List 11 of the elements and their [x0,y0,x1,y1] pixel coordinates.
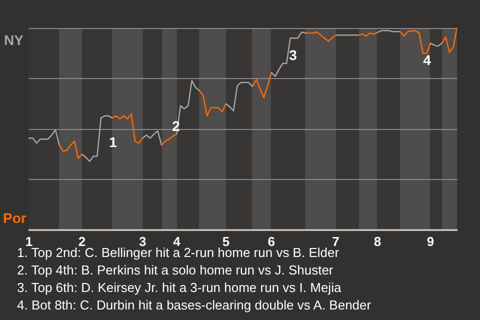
text: 2. Top 4th: B. Perkins hit a solo home run vs J. Shuster [17,262,334,278]
x-tick-label: 9 [426,234,434,249]
annotation: 2 [172,118,180,134]
text: 4. Bot 8th: C. Durbin hit a bases-clearing double vs A. Bender [17,298,372,312]
annotation: 1 [109,134,118,150]
annotation: 3 [289,47,298,63]
x-tick-label: 8 [374,234,382,249]
text: NY [4,32,24,48]
annotation: 4 [423,52,432,68]
text: 3. Top 6th: D. Keirsey Jr. hit a 3-run home run vs I. Mejia [17,280,342,295]
text: Por [3,210,27,226]
